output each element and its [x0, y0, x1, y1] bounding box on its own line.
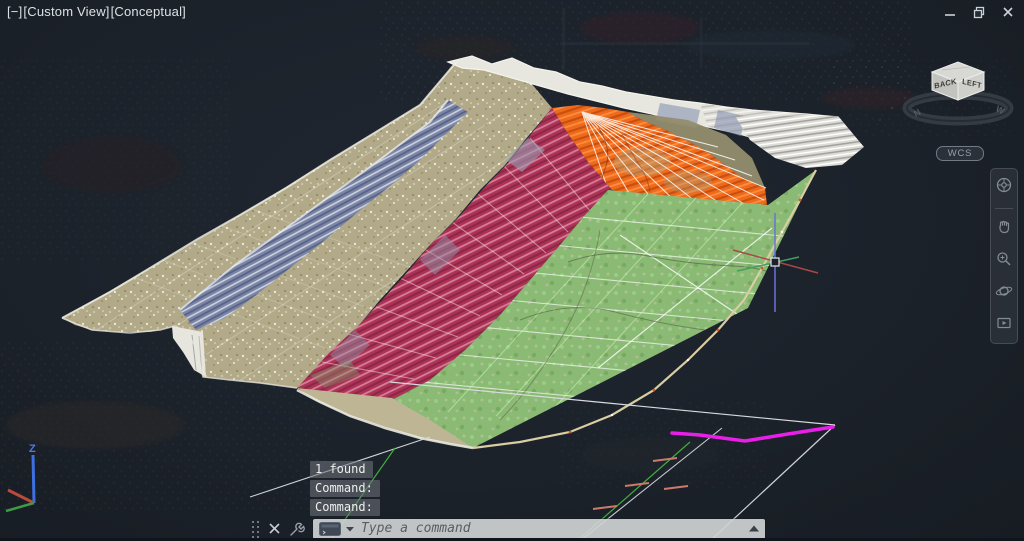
restore-down-button[interactable] — [971, 4, 987, 20]
navigation-wheel-button[interactable] — [995, 176, 1013, 199]
dropdown-caret-icon[interactable] — [346, 526, 354, 532]
pan-hand-icon — [999, 220, 1010, 234]
orbit-icon — [995, 286, 1013, 296]
command-history-line: Command: — [310, 499, 380, 516]
command-bar — [250, 517, 765, 540]
bank-outline — [296, 388, 474, 450]
pickbox — [770, 257, 780, 267]
close-icon — [1003, 7, 1013, 17]
command-history-line: Command: — [310, 480, 380, 497]
zoom-button[interactable] — [995, 250, 1013, 273]
orange-slope-rays — [581, 111, 767, 207]
window-controls — [942, 4, 1016, 20]
magenta-polyline — [670, 425, 835, 443]
wrench-icon[interactable] — [289, 521, 305, 537]
left-cliff — [172, 326, 206, 377]
grip-dots-icon[interactable] — [250, 518, 261, 540]
ucs-icon: Z — [5, 443, 36, 513]
olive-bench — [628, 112, 765, 188]
showmotion-button[interactable] — [995, 314, 1013, 337]
terrain-top-edge — [61, 59, 459, 319]
wcs-selector[interactable]: WCS — [936, 146, 984, 161]
command-input[interactable] — [359, 520, 744, 537]
navigation-bar — [990, 168, 1018, 344]
command-prompt-icon[interactable] — [319, 521, 341, 536]
viewcube[interactable]: BACK LEFT N W — [898, 52, 1022, 142]
close-button[interactable] — [1000, 4, 1016, 20]
ucs-z-label: Z — [29, 443, 36, 455]
showmotion-icon — [997, 317, 1011, 329]
command-input-field[interactable] — [313, 518, 765, 539]
bank-tan — [297, 388, 473, 448]
navbar-divider — [995, 208, 1013, 209]
zoom-icon — [997, 252, 1011, 266]
viewport-controls: [−][Custom View][Conceptual] — [7, 4, 187, 19]
command-history-line: 1 found — [310, 461, 373, 478]
orbit-button[interactable] — [995, 282, 1013, 305]
crosshair-cursor — [732, 213, 819, 312]
restore-down-icon — [973, 6, 985, 19]
recent-commands-up-icon[interactable] — [749, 525, 759, 532]
navigation-wheel-icon — [996, 177, 1012, 193]
command-close-icon[interactable] — [268, 522, 281, 535]
trench-slope-blue — [180, 100, 468, 330]
minimize-button[interactable] — [942, 4, 958, 20]
wcs-label: WCS — [947, 148, 973, 159]
viewport-visual-style-control[interactable]: [Conceptual] — [110, 4, 186, 19]
viewcube-face-left[interactable] — [957, 71, 985, 101]
viewport-collapse-control[interactable]: [−] — [7, 4, 23, 19]
right-cliff-white — [735, 116, 864, 168]
minimize-icon — [945, 14, 955, 16]
viewport-view-control[interactable]: [Custom View] — [23, 4, 110, 19]
pan-button[interactable] — [995, 218, 1013, 241]
terrain-model — [61, 55, 864, 450]
pit-rim — [472, 169, 817, 450]
status-strip — [0, 538, 1024, 541]
